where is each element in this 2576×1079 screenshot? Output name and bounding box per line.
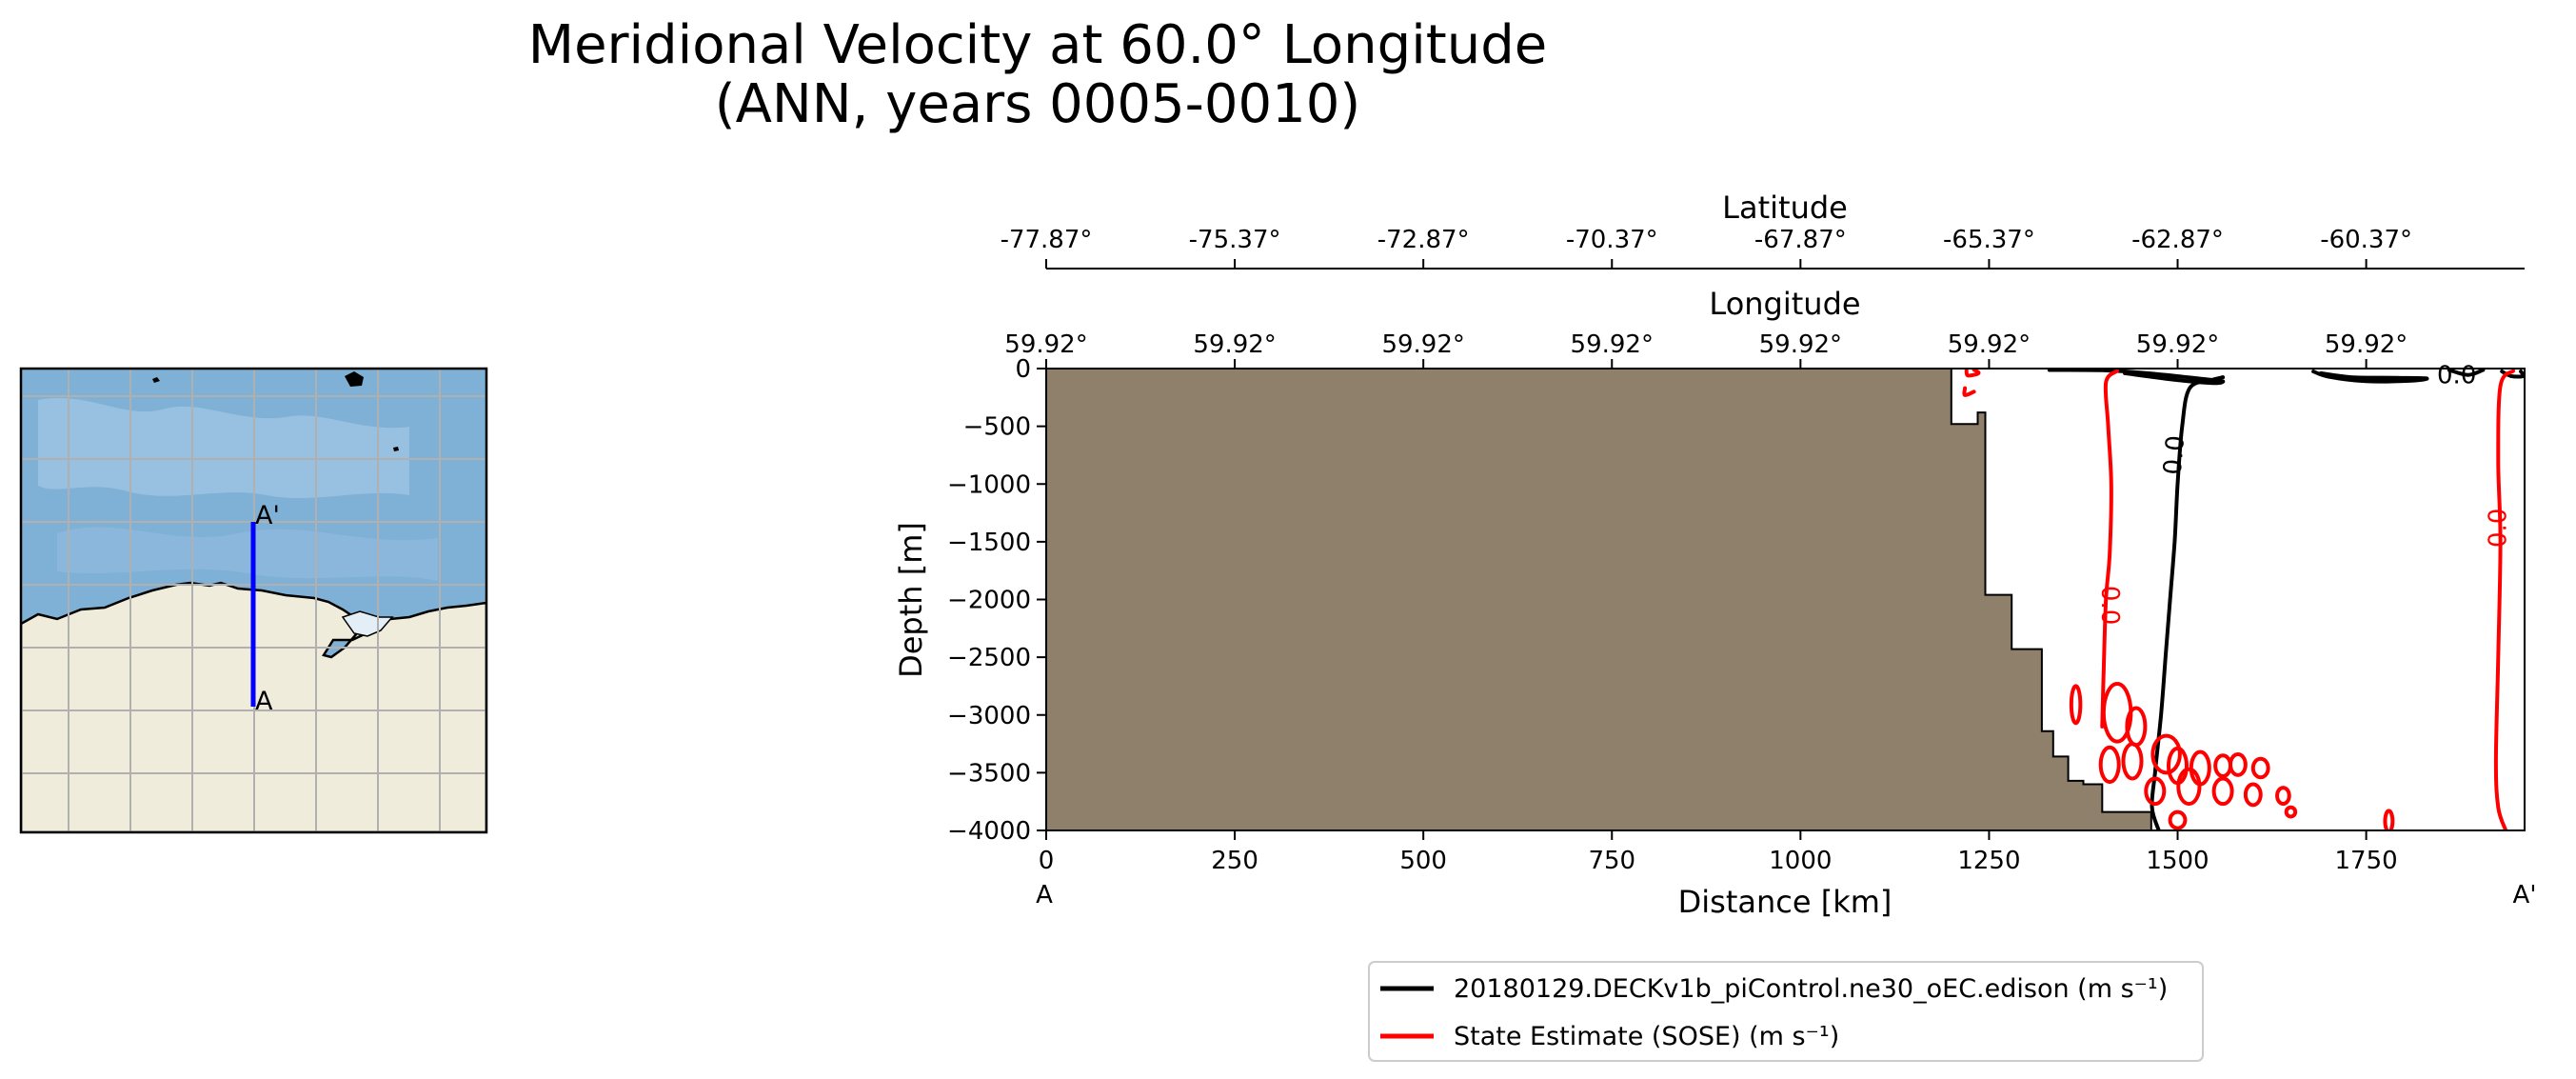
- contour-line-series0-3: [2447, 369, 2486, 377]
- latitude-tick-label-6: -62.87°: [2131, 226, 2224, 254]
- latitude-tick-label-3: -70.37°: [1566, 226, 1658, 254]
- top-axis-longitude-label: Longitude: [1709, 286, 1860, 322]
- contour-line-series1-2: [1964, 369, 1981, 378]
- x-endpoint-label-a-prime: A': [2513, 881, 2537, 909]
- longitude-tick-label-0: 59.92°: [1004, 330, 1087, 359]
- longitude-tick-label-4: 59.92°: [1759, 330, 1842, 359]
- legend-box: [1368, 961, 2204, 1062]
- map-island-2: [152, 377, 160, 383]
- y-tick-label-2: −1000: [947, 470, 1031, 499]
- map-island-1: [345, 371, 364, 387]
- contour-ellipse-series1-13: [2243, 782, 2263, 808]
- map-shelf-band: [57, 527, 438, 581]
- contour-ellipse-series1-9: [2250, 756, 2270, 780]
- x-tick-label-0: 0: [1039, 847, 1055, 875]
- map-ice-shelf: [341, 610, 394, 637]
- x-axis: 0 250 500 750 1000 1250 1500 1750: [1039, 830, 2398, 875]
- x-tick-label-7: 1750: [2335, 847, 2398, 875]
- y-tick-label-7: −3500: [947, 759, 1031, 788]
- x-tick-label-5: 1250: [1957, 847, 2020, 875]
- figure-title-line2: (ANN, years 0005-0010): [715, 73, 1361, 135]
- y-tick-label-8: −4000: [947, 817, 1031, 846]
- contour-ellipse-series1-16: [2168, 809, 2188, 830]
- longitude-tick-label-1: 59.92°: [1193, 330, 1276, 359]
- contour-ellipse-series1-14: [2275, 786, 2291, 807]
- y-axis-label: Depth [m]: [893, 522, 929, 678]
- latitude-tick-label-5: -65.37°: [1943, 226, 2035, 254]
- figure-title-line1: Meridional Velocity at 60.0° Longitude: [528, 14, 1547, 76]
- y-tick-label-5: −2500: [947, 644, 1031, 672]
- legend-label-sose: State Estimate (SOSE) (m s⁻¹): [1454, 1022, 1839, 1051]
- y-tick-label-0: 0: [1015, 355, 1031, 384]
- contour-ellipse-series1-8: [2228, 751, 2248, 777]
- contour-ellipse-series1-10: [2144, 776, 2167, 807]
- contour-label-series0-0: 0.0: [2159, 434, 2190, 476]
- top-axis-latitude-label: Latitude: [1722, 190, 1848, 226]
- x-axis-label: Distance [km]: [1678, 884, 1892, 920]
- latitude-tick-label-4: -67.87°: [1754, 226, 1847, 254]
- map-label-a-prime: A': [255, 501, 280, 530]
- x-tick-label-3: 750: [1588, 847, 1635, 875]
- map-label-a: A: [255, 687, 273, 716]
- contour-ellipse-series1-2: [2098, 745, 2121, 785]
- map-frame: [19, 367, 488, 834]
- legend: 20180129.DECKv1b_piControl.ne30_oEC.edis…: [1368, 961, 2204, 1062]
- contour-labels: 0.0 0.0 0.0 0.0: [2095, 361, 2512, 625]
- contour-line-series0-1: [2047, 369, 2226, 386]
- x-endpoint-label-a: A: [1036, 881, 1053, 909]
- x-tick-label-1: 250: [1211, 847, 1258, 875]
- contour-ellipse-series1-15: [2069, 684, 2083, 726]
- longitude-tick-label-3: 59.92°: [1571, 330, 1654, 359]
- inset-map: A' A: [19, 367, 488, 834]
- top-axis-longitude: 59.92° 59.92° 59.92° 59.92° 59.92° 59.92° 59.9…: [1004, 330, 2408, 369]
- latitude-tick-label-0: -77.87°: [1001, 226, 1093, 254]
- map-island-3: [393, 447, 399, 451]
- top-axis-latitude: -77.87° -75.37° -72.87° -70.37° -67.87° -65.3…: [1001, 226, 2525, 270]
- y-tick-label-1: −500: [963, 413, 1031, 442]
- contour-line-series0-2: [2311, 370, 2429, 384]
- contour-label-series1-0: 0.0: [2095, 586, 2124, 625]
- contour-ellipse-series1-4: [2150, 733, 2182, 775]
- contour-label-series1-1: 0.0: [2484, 509, 2512, 548]
- contours-sose-series: [1962, 369, 2516, 830]
- x-tick-label-4: 1000: [1769, 847, 1832, 875]
- latitude-tick-label-7: -60.37°: [2320, 226, 2412, 254]
- longitude-tick-label-7: 59.92°: [2325, 330, 2408, 359]
- contour-ellipse-series1-12: [2211, 776, 2234, 807]
- y-axis: 0 −500 −1000 −1500 −2000 −2500 −3000 −3500 −4000: [947, 355, 1046, 846]
- y-tick-label-3: −1500: [947, 529, 1031, 557]
- contour-line-series1-1: [2493, 369, 2516, 830]
- contour-ellipse-series1-18: [2383, 809, 2395, 830]
- contour-line-series1-0: [2100, 369, 2120, 729]
- y-tick-label-6: −3000: [947, 702, 1031, 730]
- longitude-tick-label-6: 59.92°: [2136, 330, 2219, 359]
- legend-label-model: 20180129.DECKv1b_piControl.ne30_oEC.edis…: [1454, 974, 2168, 1004]
- contour-line-series1-3: [1962, 386, 1976, 397]
- x-tick-label-6: 1500: [2146, 847, 2209, 875]
- y-tick-label-4: −2000: [947, 587, 1031, 615]
- contour-ellipse-series1-11: [2176, 767, 2202, 807]
- x-tick-label-2: 500: [1399, 847, 1447, 875]
- latitude-tick-label-1: -75.37°: [1189, 226, 1281, 254]
- contour-line-series0-0: [2150, 375, 2226, 830]
- section-plot: 0.00.00.00.0 0 250 500 750 1000 1250 1500 1750 …: [893, 190, 2536, 920]
- longitude-tick-label-5: 59.92°: [1948, 330, 2031, 359]
- contour-ellipse-series1-3: [2121, 742, 2144, 781]
- contour-ellipse-series1-17: [2284, 805, 2298, 819]
- latitude-tick-label-2: -72.87°: [1377, 226, 1470, 254]
- longitude-tick-label-2: 59.92°: [1381, 330, 1464, 359]
- contour-label-series0-1: 0.0: [2437, 361, 2476, 390]
- bathymetry-land: [1046, 369, 2152, 830]
